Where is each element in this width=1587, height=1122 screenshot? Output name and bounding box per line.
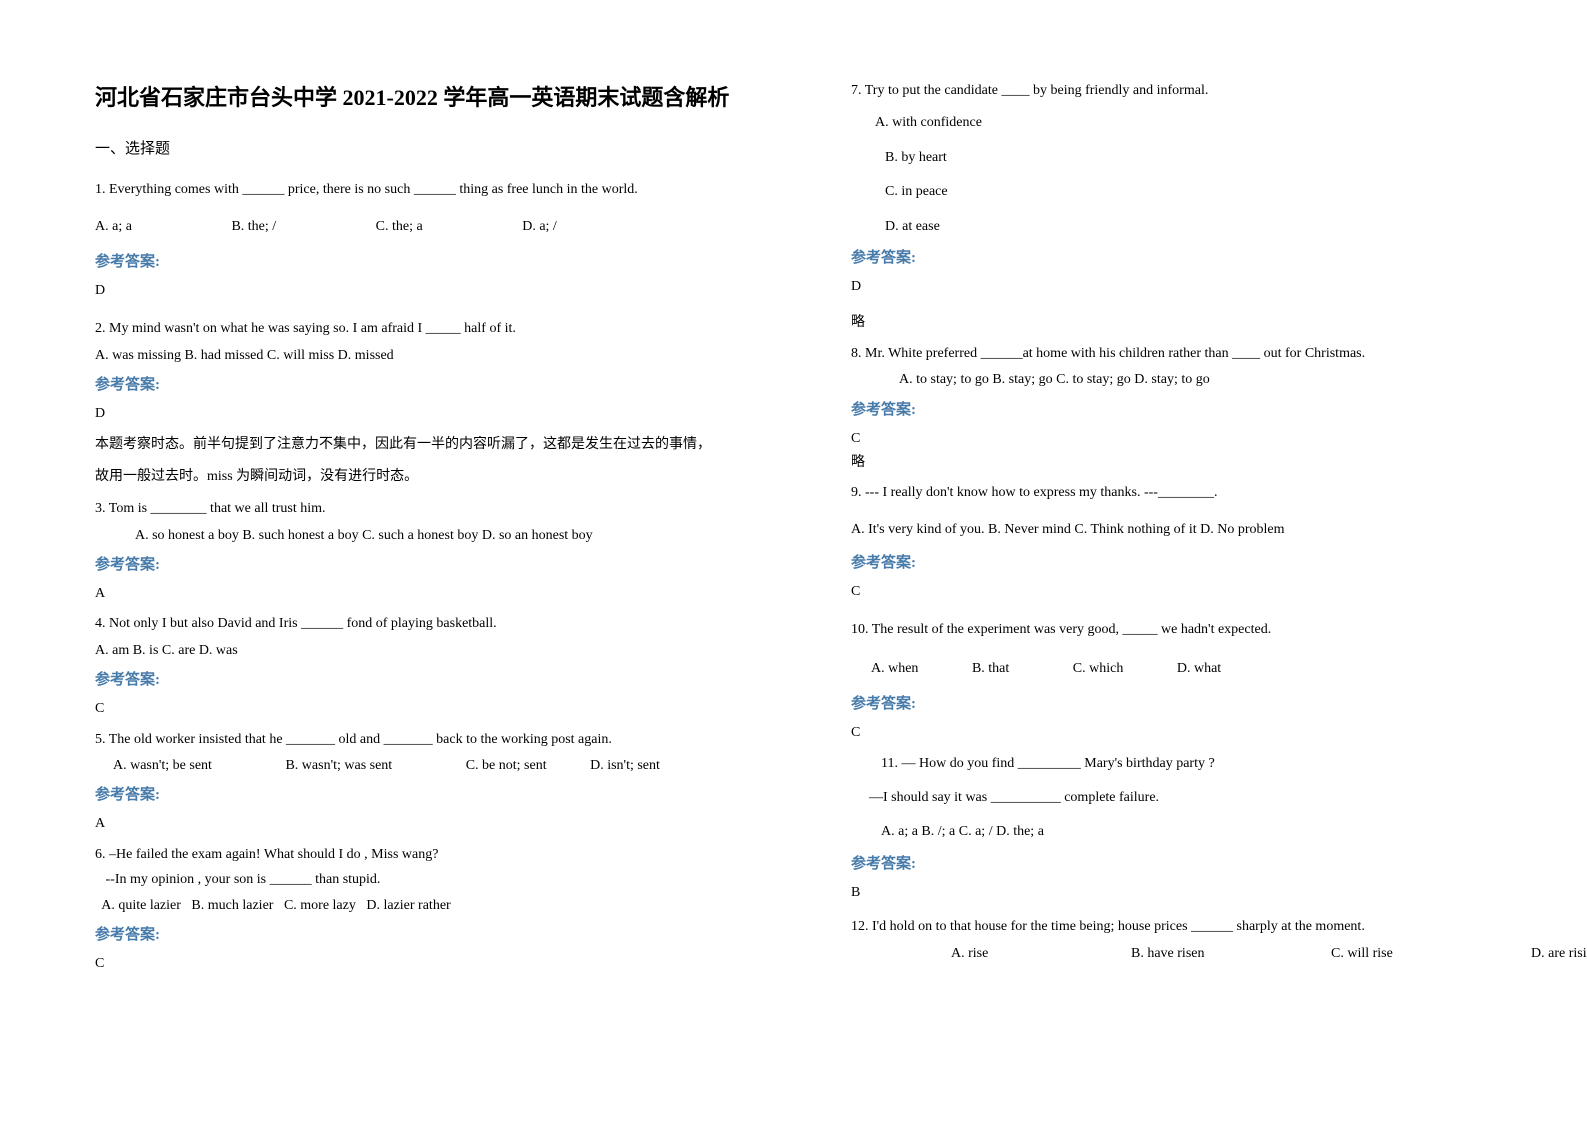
question-1: 1. Everything comes with ______ price, t… [95,179,771,302]
q7-opt-c: C. in peace [875,181,1527,203]
q8-note: 略 [851,452,1527,474]
q10-opt-d: D. what [1177,658,1221,680]
q12-opt-c: C. will rise [1331,943,1531,965]
answer-label: 参考答案: [95,250,771,274]
question-3: 3. Tom is ________ that we all trust him… [95,498,771,605]
q8-answer: C [851,428,1527,450]
q6-line1: 6. –He failed the exam again! What shoul… [95,844,771,866]
q7-opt-d: D. at ease [875,216,1527,238]
q7-answer: D [851,276,1527,298]
q7-opt-b: B. by heart [875,147,1527,169]
q1-opt-c: C. the; a [376,216,423,238]
answer-label: 参考答案: [851,398,1527,422]
answer-label: 参考答案: [95,923,771,947]
answer-label: 参考答案: [851,246,1527,270]
q8-text: 8. Mr. White preferred ______at home wit… [851,343,1527,365]
question-12: 12. I'd hold on to that house for the ti… [851,916,1527,965]
answer-label: 参考答案: [95,783,771,807]
question-7: 7. Try to put the candidate ____ by bein… [851,80,1527,335]
q11-options: A. a; a B. /; a C. a; / D. the; a [851,821,1527,843]
q5-text: 5. The old worker insisted that he _____… [95,729,771,751]
q6-options: A. quite lazier B. much lazier C. more l… [95,895,771,917]
answer-label: 参考答案: [851,551,1527,575]
q2-options: A. was missing B. had missed C. will mis… [95,345,771,367]
answer-label: 参考答案: [851,852,1527,876]
question-11: 11. — How do you find _________ Mary's b… [851,753,1527,905]
q10-opt-c: C. which [1073,658,1124,680]
q11-line2: —I should say it was __________ complete… [851,787,1527,809]
q3-options: A. so honest a boy B. such honest a boy … [95,525,771,547]
question-4: 4. Not only I but also David and Iris __… [95,613,771,720]
q4-options: A. am B. is C. are D. was [95,640,771,662]
q12-opt-b: B. have risen [1131,943,1331,965]
q9-options: A. It's very kind of you. B. Never mind … [851,519,1527,541]
q2-expl1: 本题考察时态。前半句提到了注意力不集中，因此有一半的内容听漏了，这都是发生在过去… [95,434,771,456]
q3-text: 3. Tom is ________ that we all trust him… [95,498,771,520]
q9-text: 9. --- I really don't know how to expres… [851,482,1527,504]
q10-answer: C [851,722,1527,744]
q10-opt-b: B. that [972,658,1009,680]
q5-opt-c: C. be not; sent [466,755,547,777]
q3-answer: A [95,583,771,605]
q7-opt-a: A. with confidence [875,112,1527,134]
q10-opt-a: A. when [871,658,918,680]
question-8: 8. Mr. White preferred ______at home wit… [851,343,1527,475]
q2-expl2: 故用一般过去时。miss 为瞬间动词，没有进行时态。 [95,466,771,488]
q1-opt-b: B. the; / [231,216,276,238]
answer-label: 参考答案: [851,692,1527,716]
q7-text: 7. Try to put the candidate ____ by bein… [851,80,1527,102]
q1-opt-a: A. a; a [95,216,132,238]
answer-label: 参考答案: [95,668,771,692]
q6-line2: --In my opinion , your son is ______ tha… [95,869,771,891]
q4-text: 4. Not only I but also David and Iris __… [95,613,771,635]
section-header: 一、选择题 [95,137,771,161]
q5-opt-d: D. isn't; sent [590,755,660,777]
question-5: 5. The old worker insisted that he _____… [95,729,771,836]
q12-text: 12. I'd hold on to that house for the ti… [851,916,1527,938]
q5-options: A. wasn't; be sent B. wasn't; was sent C… [95,755,771,777]
q12-opt-a: A. rise [951,943,1131,965]
q5-opt-b: B. wasn't; was sent [285,755,392,777]
q2-answer: D [95,403,771,425]
q9-answer: C [851,581,1527,603]
q1-opt-d: D. a; / [522,216,557,238]
q10-text: 10. The result of the experiment was ver… [851,619,1527,641]
q5-answer: A [95,813,771,835]
q10-options: A. when B. that C. which D. what [851,658,1527,680]
answer-label: 参考答案: [95,373,771,397]
q4-answer: C [95,698,771,720]
q8-options: A. to stay; to go B. stay; go C. to stay… [851,369,1527,391]
question-9: 9. --- I really don't know how to expres… [851,482,1527,603]
question-6: 6. –He failed the exam again! What shoul… [95,844,771,976]
q7-note: 略 [851,312,1527,334]
q12-opt-d: D. are rising [1531,943,1587,965]
exam-document: 河北省石家庄市台头中学 2021-2022 学年高一英语期末试题含解析 一、选择… [95,80,1527,1082]
q6-answer: C [95,953,771,975]
page-title: 河北省石家庄市台头中学 2021-2022 学年高一英语期末试题含解析 [95,80,771,115]
q2-text: 2. My mind wasn't on what he was saying … [95,318,771,340]
q1-answer: D [95,280,771,302]
q11-answer: B [851,882,1527,904]
q1-text: 1. Everything comes with ______ price, t… [95,179,771,201]
q1-options: A. a; a B. the; / C. the; a D. a; / [95,216,771,238]
answer-label: 参考答案: [95,553,771,577]
q12-options: A. rise B. have risen C. will rise D. ar… [851,943,1527,965]
q11-line1: 11. — How do you find _________ Mary's b… [851,753,1527,775]
question-2: 2. My mind wasn't on what he was saying … [95,318,771,488]
question-10: 10. The result of the experiment was ver… [851,619,1527,744]
q5-opt-a: A. wasn't; be sent [113,755,212,777]
